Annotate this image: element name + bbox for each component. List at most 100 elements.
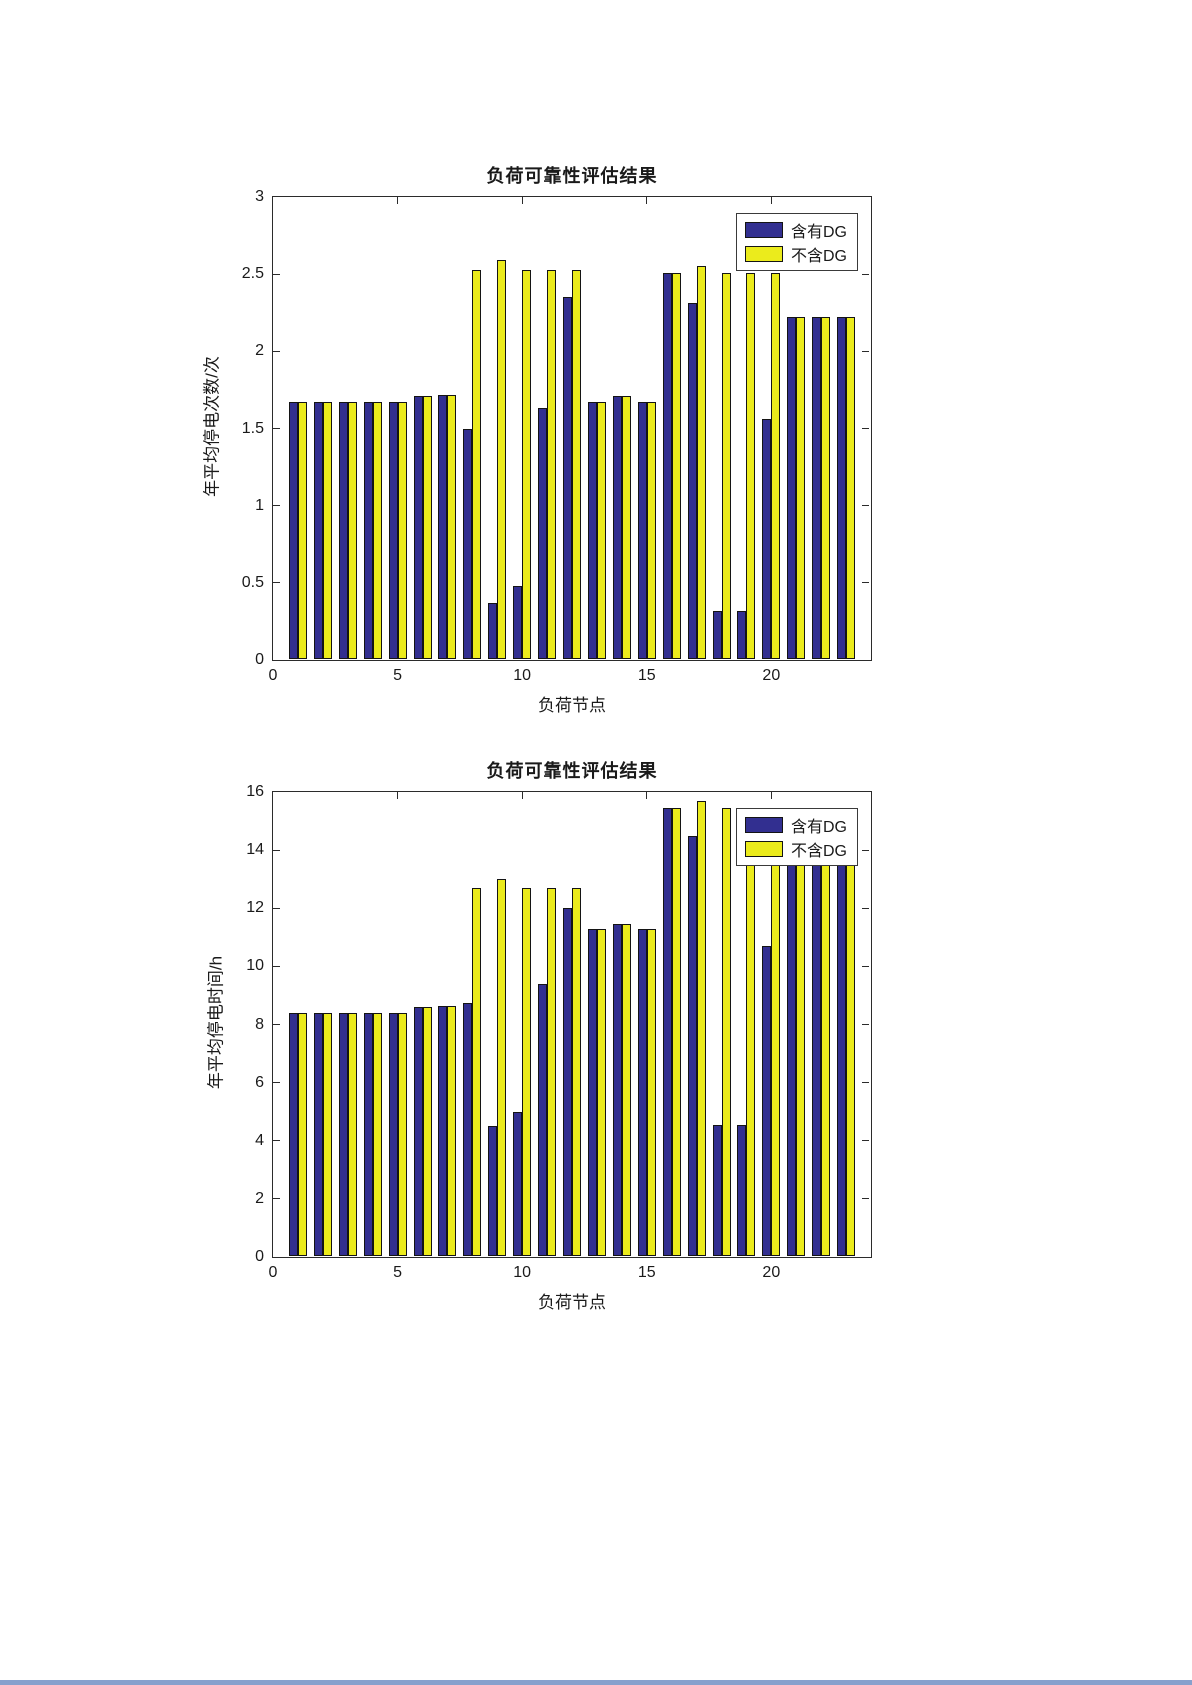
bar-series2-node-8	[472, 269, 481, 659]
legend-swatch-series2	[744, 246, 783, 262]
bar-series2-node-19	[746, 807, 755, 1256]
bar-series1-node-9	[488, 1126, 497, 1256]
x-tick-label: 5	[393, 1264, 403, 1281]
y-tick-label: 0	[255, 651, 264, 668]
chart-title: 负荷可靠性评估结果	[486, 761, 658, 781]
y-tick	[273, 1140, 280, 1142]
bar-series2-node-15	[647, 402, 656, 659]
bar-series1-node-12	[563, 297, 572, 659]
bar-series1-node-11	[538, 983, 547, 1256]
x-tick-label: 0	[268, 1264, 278, 1281]
y-tick-label: 2	[255, 342, 264, 360]
bar-series1-node-21	[787, 317, 796, 659]
bar-series1-node-12	[563, 908, 572, 1256]
bar-series2-node-5	[398, 1012, 407, 1256]
bar-series2-node-23	[846, 855, 855, 1256]
bar-series2-node-6	[423, 1007, 432, 1256]
bar-series2-node-11	[547, 887, 556, 1256]
chart-outage-duration: 负荷可靠性评估结果 年平均停电时间/h 0 2 4 6 8 10 12 14 16 0 5 10 15 2…	[207, 761, 872, 1312]
legend-entry: 不含DG	[744, 839, 847, 860]
bar-series2-node-17	[697, 266, 706, 659]
x-tick-label: 20	[762, 1264, 781, 1281]
bar-series2-node-15	[647, 928, 656, 1256]
bar-series1-node-16	[663, 807, 672, 1256]
y-tick	[862, 965, 869, 967]
y-tick-label: 2.5	[241, 265, 264, 283]
bar-series2-node-19	[746, 272, 755, 659]
y-tick	[273, 907, 280, 909]
x-axis-label: 负荷节点	[538, 1293, 606, 1312]
x-tick-label: 20	[762, 667, 781, 684]
bar-series1-node-15	[638, 928, 647, 1256]
bar-series1-node-7	[438, 1005, 447, 1256]
bar-series2-node-23	[846, 317, 855, 659]
bar-series2-node-10	[522, 269, 531, 659]
legend-entry: 含有DG	[744, 220, 847, 241]
bar-series2-node-3	[348, 1012, 357, 1256]
y-tick-label: 10	[246, 957, 264, 975]
x-tick-label: 10	[513, 1264, 532, 1281]
bar-series2-node-22	[821, 855, 830, 1256]
y-tick	[862, 350, 869, 352]
x-tick	[397, 197, 399, 204]
bar-series1-node-2	[314, 1012, 323, 1256]
bar-series1-node-11	[538, 408, 547, 659]
x-tick	[521, 792, 523, 799]
bar-series2-node-9	[497, 879, 506, 1256]
y-tick	[273, 1198, 280, 1200]
legend-entry: 含有DG	[744, 815, 847, 836]
bar-series1-node-2	[314, 402, 323, 659]
y-tick	[862, 1024, 869, 1025]
bar-series1-node-5	[389, 402, 398, 659]
legend-label-series2: 不含DG	[790, 843, 847, 860]
legend-label-series2: 不含DG	[790, 248, 847, 265]
legend-swatch-series1	[744, 222, 783, 238]
bar-series1-node-9	[488, 602, 497, 659]
y-tick	[862, 1082, 869, 1084]
y-tick	[862, 582, 869, 584]
bar-series2-node-11	[547, 269, 556, 659]
y-tick-label: 14	[246, 841, 264, 859]
bar-series1-node-10	[513, 1111, 522, 1256]
bar-series2-node-13	[597, 402, 606, 659]
x-tick-label: 5	[393, 667, 403, 684]
y-tick	[862, 273, 869, 275]
bar-series2-node-7	[447, 1005, 456, 1256]
bar-series2-node-2	[323, 402, 332, 659]
bar-series1-node-21	[787, 855, 796, 1256]
y-tick-label: 3	[255, 188, 264, 205]
y-tick-label: 0.5	[241, 573, 264, 591]
bar-series2-node-4	[373, 1012, 382, 1256]
y-tick	[862, 907, 869, 909]
y-tick-label: 16	[246, 783, 264, 800]
bar-series1-node-17	[688, 835, 697, 1256]
bar-series2-node-21	[796, 317, 805, 659]
bar-series1-node-3	[339, 1012, 348, 1256]
y-tick	[273, 273, 280, 275]
bar-series1-node-16	[663, 272, 672, 659]
bar-series1-node-5	[389, 1012, 398, 1256]
legend-swatch-series1	[744, 817, 783, 833]
bar-series2-node-16	[672, 272, 681, 659]
bar-series2-node-18	[722, 807, 731, 1256]
bar-series1-node-15	[638, 402, 647, 659]
bar-series2-node-8	[472, 887, 481, 1256]
x-tick	[397, 792, 399, 799]
bar-series2-node-3	[348, 402, 357, 659]
y-tick	[862, 849, 869, 851]
bar-series2-node-7	[447, 394, 456, 659]
y-tick	[862, 1198, 869, 1200]
bar-series2-node-21	[796, 855, 805, 1256]
y-tick-label: 6	[255, 1073, 264, 1091]
bar-series1-node-19	[737, 610, 746, 659]
y-tick-label: 8	[255, 1015, 264, 1033]
y-tick	[273, 1082, 280, 1084]
bar-series2-node-18	[722, 272, 731, 659]
x-tick-label: 0	[268, 667, 278, 684]
x-tick	[770, 197, 772, 204]
y-tick-label: 1	[255, 496, 264, 514]
bar-series2-node-1	[298, 402, 307, 659]
bar-series1-node-1	[289, 402, 298, 659]
bar-series1-node-18	[713, 610, 722, 659]
